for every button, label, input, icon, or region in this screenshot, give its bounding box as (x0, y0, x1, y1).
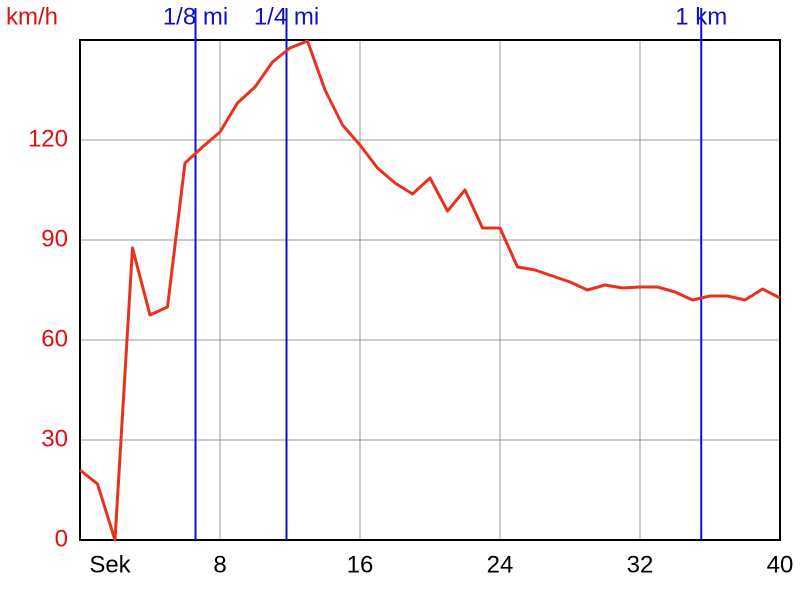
plot-frame (79, 39, 781, 541)
distance-marker-label: 1/8 mi (163, 3, 228, 30)
speed-line (79, 39, 781, 542)
x-tick-label: 16 (347, 551, 374, 578)
x-tick-label: 8 (213, 551, 226, 578)
x-axis-label: Sek (89, 551, 131, 578)
x-tick-label: 32 (627, 551, 654, 578)
x-tick-label: 40 (767, 551, 794, 578)
y-tick-label: 120 (28, 125, 68, 152)
y-tick-label: 60 (41, 325, 68, 352)
distance-marker-label: 1/4 mi (254, 3, 319, 30)
y-tick-label: 30 (41, 425, 68, 452)
y-tick-label: 0 (55, 525, 68, 552)
distance-marker-label: 1 km (675, 3, 727, 30)
y-tick-label: 90 (41, 225, 68, 252)
x-tick-label: 24 (487, 551, 514, 578)
y-axis-label: km/h (6, 3, 58, 30)
